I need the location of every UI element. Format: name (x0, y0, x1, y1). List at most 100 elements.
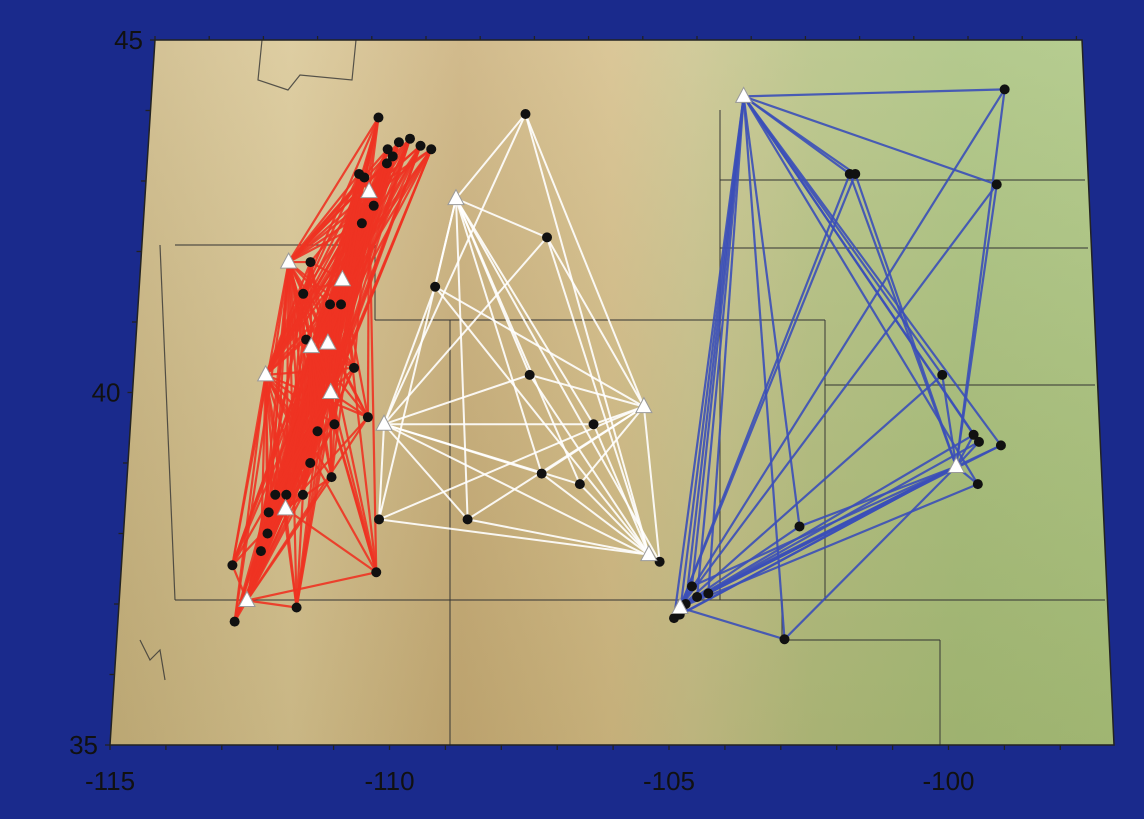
blue-ray-path (743, 95, 856, 175)
station-dot (387, 151, 398, 162)
source-triangle (375, 414, 393, 431)
station-dot (329, 419, 340, 430)
red-ray-path (329, 145, 422, 393)
white-ray-path (434, 286, 650, 556)
blue-ray-path (941, 374, 958, 467)
station-dot (229, 616, 240, 627)
station-dot (415, 140, 426, 151)
source-triangle (734, 86, 753, 103)
red-ray-path (310, 346, 378, 573)
red-ray-path (231, 391, 332, 566)
white-ray-path (579, 483, 650, 556)
blue-ray-path (679, 483, 979, 609)
white-ray-path (383, 286, 437, 425)
source-triangle (302, 336, 321, 354)
white-ray-path (529, 373, 645, 408)
lat-tick-label: 45 (114, 25, 143, 55)
white-ray-path (642, 406, 661, 562)
station-dot (373, 112, 384, 123)
blue-ray-path (742, 95, 1002, 447)
station-dot (973, 436, 984, 447)
station-dot (281, 489, 292, 500)
blue-ray-path (679, 183, 998, 609)
white-ray-path (455, 113, 527, 200)
map-frame (109, 39, 1115, 746)
station-dot (312, 426, 323, 437)
blue-ray-path (678, 173, 857, 608)
station-dot (991, 179, 1002, 190)
station-dot (524, 369, 535, 380)
station-dot (263, 507, 274, 518)
lon-tick-label: -115 (85, 766, 135, 796)
white-ray-path (546, 237, 650, 555)
source-triangle (276, 498, 295, 516)
station-dot (393, 137, 404, 148)
red-ray-path (329, 205, 375, 393)
red-ray-path (264, 261, 312, 376)
source-triangle (947, 456, 966, 474)
station-dot (371, 567, 382, 578)
blue-ray-path (679, 88, 1006, 609)
station-dot (362, 412, 373, 423)
station-dot (779, 634, 790, 645)
white-ray-path (592, 423, 650, 556)
white-ray-path (467, 405, 645, 521)
blue-ray-path (742, 96, 801, 527)
station-dot (291, 602, 302, 613)
source-triangle (238, 590, 256, 607)
white-ray-path (378, 424, 386, 520)
white-ray-path (524, 113, 645, 407)
station-dot (520, 109, 531, 120)
red-ray-path (302, 293, 329, 344)
source-triangle (256, 364, 275, 382)
station-dot (462, 514, 473, 525)
red-ray-path (231, 374, 267, 566)
red-ray-path (287, 116, 380, 263)
white-ray-paths (378, 113, 661, 563)
white-ray-path (579, 405, 645, 485)
white-ray-path (434, 285, 645, 408)
red-ray-path (246, 599, 297, 609)
blue-ray-path (955, 184, 998, 467)
red-ray-path (309, 262, 313, 347)
station-dot (297, 489, 308, 500)
source-triangle (635, 396, 653, 414)
station-dot (692, 591, 703, 602)
station-dot (374, 514, 385, 525)
source-triangle (279, 252, 298, 269)
station-dot (703, 588, 714, 599)
red-ray-path (329, 138, 412, 393)
blue-ray-path (854, 173, 958, 467)
blue-ray-path (679, 433, 975, 609)
blue-ray-path (679, 606, 785, 641)
white-ray-path (383, 423, 661, 563)
red-ray-path (301, 392, 332, 496)
white-ray-path (524, 113, 650, 555)
blue-ray-path (783, 465, 957, 641)
station-dot (356, 218, 367, 229)
red-ray-path (310, 148, 433, 348)
white-ray-path (378, 198, 457, 520)
white-ray-path (383, 373, 530, 426)
stations-layer (227, 84, 1010, 645)
lat-tick-label: 35 (69, 730, 98, 760)
red-ray-path (246, 476, 333, 602)
terrain-shading (110, 40, 1114, 745)
red-ray-path (233, 346, 313, 622)
red-ray-path (295, 392, 332, 608)
source-triangle (333, 269, 352, 287)
lon-tick-label: -110 (364, 766, 414, 796)
station-dot (381, 158, 392, 169)
blue-ray-path (696, 96, 745, 598)
blue-ray-path (678, 96, 745, 615)
station-dot (995, 440, 1006, 451)
blue-ray-path (742, 95, 980, 443)
blue-ray-path (707, 96, 745, 594)
source-triangle (360, 181, 378, 199)
station-dot (654, 556, 665, 567)
blue-ray-path (742, 96, 786, 640)
station-dot (972, 479, 983, 490)
white-ray-path (455, 198, 543, 474)
source-triangle (447, 188, 465, 206)
station-dot (588, 419, 599, 430)
